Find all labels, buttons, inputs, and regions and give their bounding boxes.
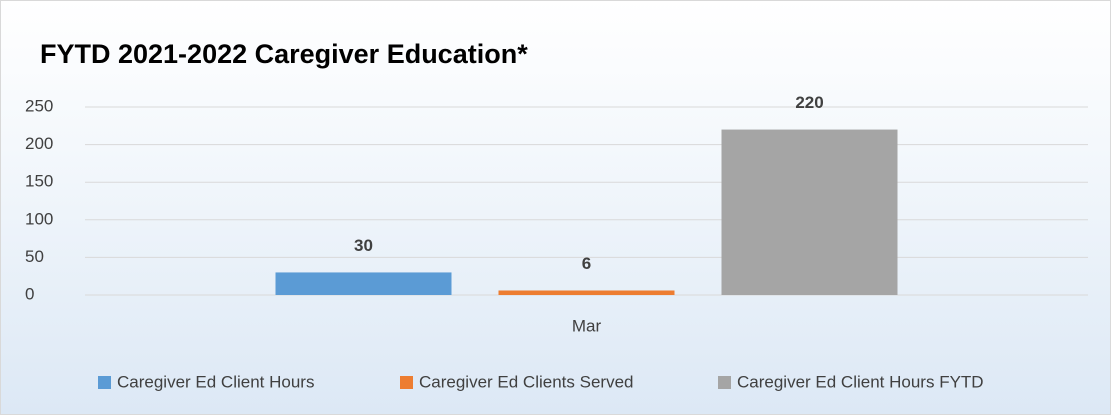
data-label: 6 <box>582 254 591 273</box>
y-tick-label: 200 <box>25 134 53 153</box>
chart-title: FYTD 2021-2022 Caregiver Education* <box>40 39 528 69</box>
data-label: 220 <box>795 93 823 112</box>
legend-swatch <box>98 376 111 389</box>
legend-swatch <box>400 376 413 389</box>
legend-label: Caregiver Ed Client Hours <box>117 372 314 391</box>
y-tick-label: 150 <box>25 172 53 191</box>
y-tick-label: 0 <box>25 284 34 303</box>
y-tick-label: 50 <box>25 247 44 266</box>
bar <box>275 272 452 295</box>
bar <box>498 290 675 295</box>
data-label: 30 <box>354 236 373 255</box>
y-tick-label: 250 <box>25 96 53 115</box>
legend-label: Caregiver Ed Client Hours FYTD <box>737 372 984 391</box>
y-tick-label: 100 <box>25 209 53 228</box>
legend-swatch <box>718 376 731 389</box>
x-tick-label: Mar <box>572 316 602 335</box>
bar <box>721 129 898 295</box>
legend-label: Caregiver Ed Clients Served <box>419 372 633 391</box>
